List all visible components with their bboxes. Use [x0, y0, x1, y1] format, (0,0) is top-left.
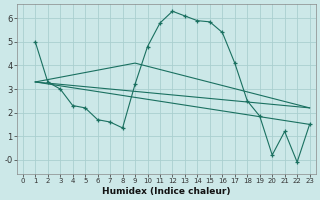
X-axis label: Humidex (Indice chaleur): Humidex (Indice chaleur): [102, 187, 230, 196]
